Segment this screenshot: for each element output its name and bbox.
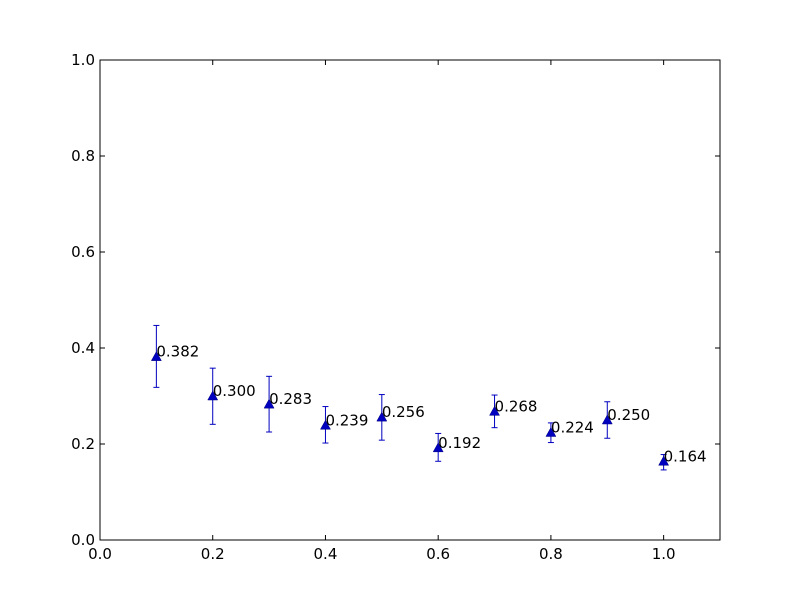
data-point: 0.382	[150, 324, 199, 388]
triangle-marker	[207, 390, 219, 401]
data-label: 0.239	[325, 411, 368, 429]
triangle-marker	[658, 455, 670, 466]
data-point: 0.224	[545, 418, 594, 444]
x-tick-label: 0.0	[88, 545, 112, 563]
data-point: 0.164	[658, 447, 707, 471]
y-tick-label: 0.4	[71, 339, 95, 357]
triangle-marker	[545, 426, 557, 437]
x-tick-label: 1.0	[652, 545, 676, 563]
data-point: 0.239	[320, 406, 368, 444]
triangle-marker	[263, 398, 275, 409]
triangle-marker	[150, 351, 162, 361]
data-label: 0.268	[495, 397, 538, 415]
data-label: 0.283	[269, 390, 312, 408]
data-label: 0.300	[213, 382, 256, 400]
y-tick-label: 0.8	[71, 147, 95, 165]
data-label: 0.224	[551, 418, 594, 436]
triangle-marker	[489, 405, 500, 416]
data-point: 0.300	[207, 367, 256, 425]
data-point: 0.256	[376, 394, 425, 441]
data-label: 0.192	[438, 434, 481, 452]
data-point: 0.250	[601, 401, 650, 439]
y-tick-label: 1.0	[71, 51, 95, 69]
y-tick-label: 0.0	[71, 531, 95, 549]
triangle-marker	[376, 411, 388, 422]
data-label: 0.256	[382, 403, 425, 421]
triangle-marker	[432, 442, 444, 453]
triangle-marker	[601, 414, 613, 425]
x-tick-label: 0.2	[201, 545, 225, 563]
data-series: 0.382 0.300 0.283 0.239 0.256 0.192 0.268 0.224…	[150, 324, 707, 471]
x-tick-label: 0.8	[539, 545, 563, 563]
data-point: 0.192	[432, 432, 481, 462]
y-tick-label: 0.6	[71, 243, 95, 261]
data-label: 0.164	[664, 447, 707, 465]
x-tick-label: 0.4	[314, 545, 338, 563]
x-tick-label: 0.6	[426, 545, 450, 563]
triangle-marker	[320, 419, 331, 430]
plot-frame	[99, 59, 721, 541]
data-point: 0.268	[489, 394, 538, 429]
y-tick-label: 0.2	[71, 435, 95, 453]
data-point: 0.283	[263, 375, 312, 433]
data-label: 0.250	[607, 406, 650, 424]
data-label: 0.382	[156, 343, 199, 361]
